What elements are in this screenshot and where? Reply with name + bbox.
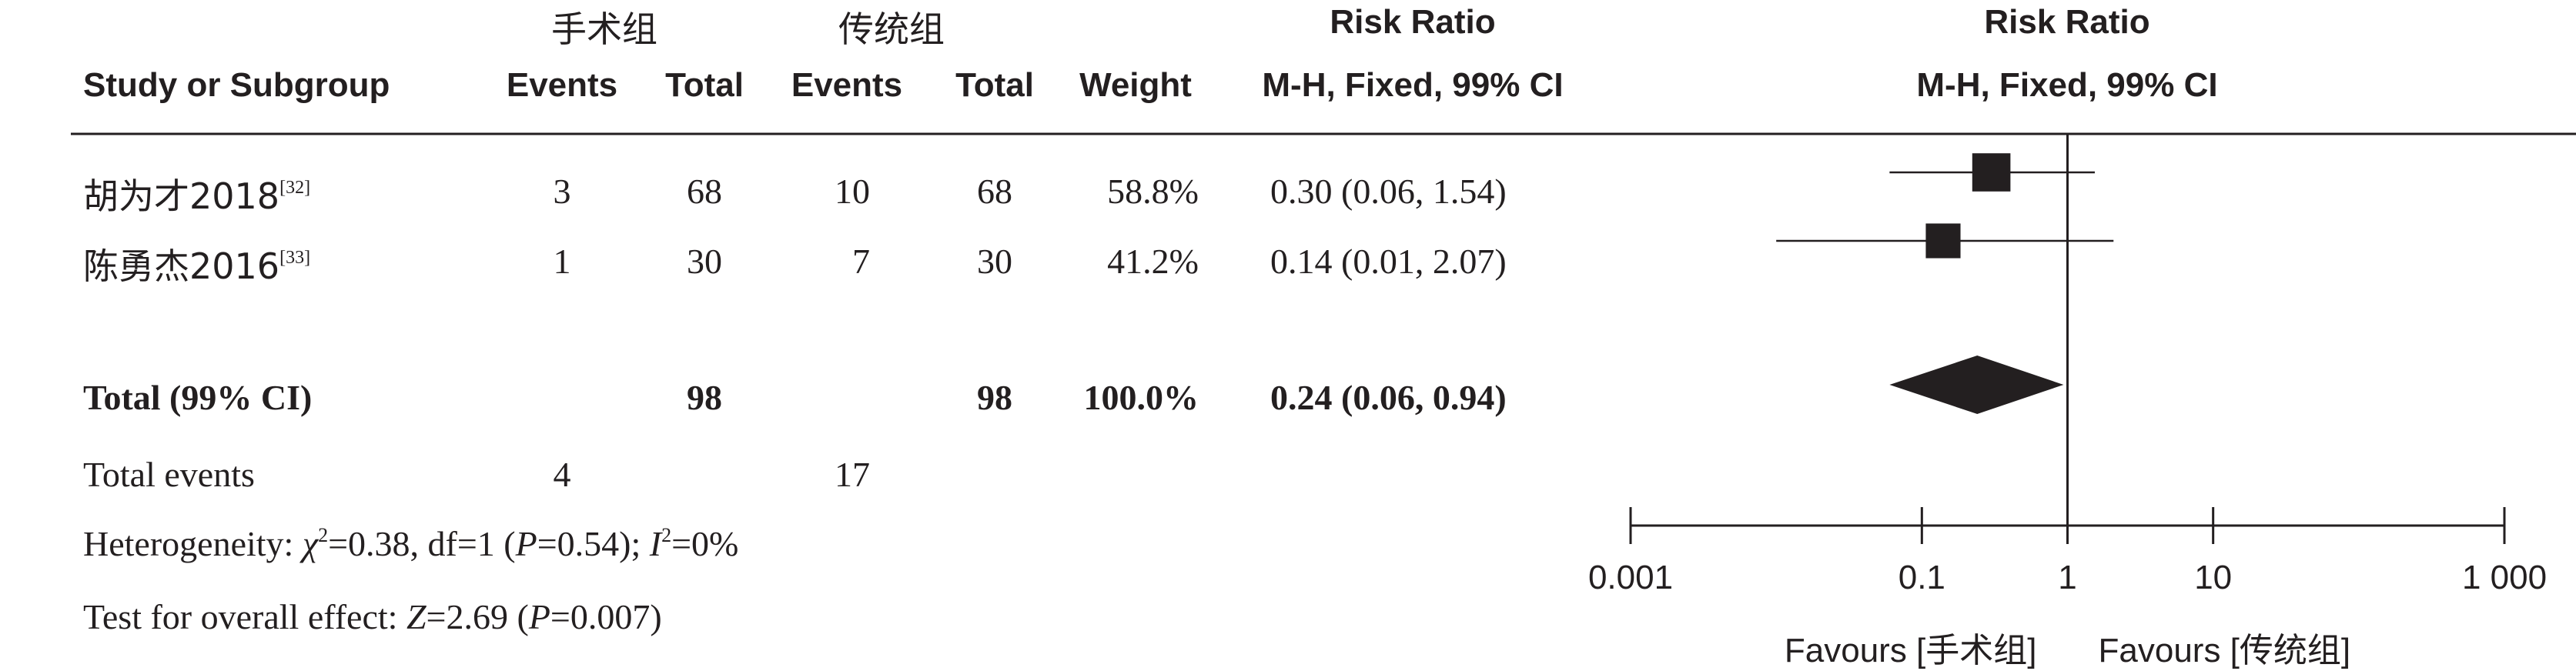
rr-title: Risk Ratio — [1330, 3, 1496, 41]
total-n1: 98 — [687, 378, 722, 417]
rr-method-header: M-H, Fixed, 99% CI — [1262, 66, 1564, 104]
heterogeneity-text: Heterogeneity: χ2=0.38, df=1 (P=0.54); I… — [83, 524, 739, 563]
total-weight: 100.0% — [1083, 378, 1199, 417]
study-2-point — [1925, 223, 1961, 259]
x-tick-label-1: 0.1 — [1899, 559, 1945, 596]
study-row-1-total2: 68 — [977, 172, 1012, 211]
x-tick-label-3: 10 — [2194, 559, 2232, 596]
study-row-2-name: 陈勇杰2016[33] — [83, 245, 311, 287]
total1-header: Total — [665, 66, 744, 104]
group2-header: 传统组 — [838, 8, 945, 50]
study-row-1-ci: 0.30 (0.06, 1.54) — [1270, 172, 1507, 211]
study-row-2-total2: 30 — [977, 242, 1012, 281]
total-label: Total (99% CI) — [83, 378, 313, 417]
study-row-2-events1: 1 — [553, 242, 571, 281]
favours-left-label: Favours [手术组] — [1785, 632, 2037, 669]
study-row-2-total1: 30 — [687, 242, 722, 281]
study-row-2-weight: 41.2% — [1107, 242, 1199, 281]
weight-header: Weight — [1079, 66, 1192, 104]
total-events-2: 17 — [835, 455, 870, 494]
events2-header: Events — [791, 66, 903, 104]
total2-header: Total — [955, 66, 1034, 104]
events1-header: Events — [506, 66, 618, 104]
total-diamond — [1889, 356, 2064, 414]
group1-header: 手术组 — [551, 8, 657, 50]
study-row-1-weight: 58.8% — [1107, 172, 1199, 211]
study-row-1-events1: 3 — [553, 172, 571, 211]
plot-title: Risk Ratio — [1984, 3, 2150, 41]
study-1-point — [1972, 153, 2011, 192]
study-row-2-events2: 7 — [852, 242, 870, 281]
total-n2: 98 — [977, 378, 1012, 417]
study-row-1-total1: 68 — [687, 172, 722, 211]
study-row-1-events2: 10 — [835, 172, 870, 211]
study-row-2-ci: 0.14 (0.01, 2.07) — [1270, 242, 1507, 281]
study-row-1-name: 胡为才2018[32] — [83, 175, 311, 217]
x-tick-label-4: 1 000 — [2462, 559, 2547, 596]
total-ci: 0.24 (0.06, 0.94) — [1270, 378, 1507, 417]
x-tick-label-2: 1 — [2058, 559, 2076, 596]
x-tick-label-0: 0.001 — [1588, 559, 1673, 596]
total-events-label: Total events — [83, 455, 255, 494]
overall-effect-text: Test for overall effect: Z=2.69 (P=0.007… — [83, 597, 662, 636]
favours-right-label: Favours [传统组] — [2099, 632, 2351, 669]
total-events-1: 4 — [553, 455, 571, 494]
study-col-header: Study or Subgroup — [83, 66, 390, 104]
plot-method-header: M-H, Fixed, 99% CI — [1916, 66, 2218, 104]
